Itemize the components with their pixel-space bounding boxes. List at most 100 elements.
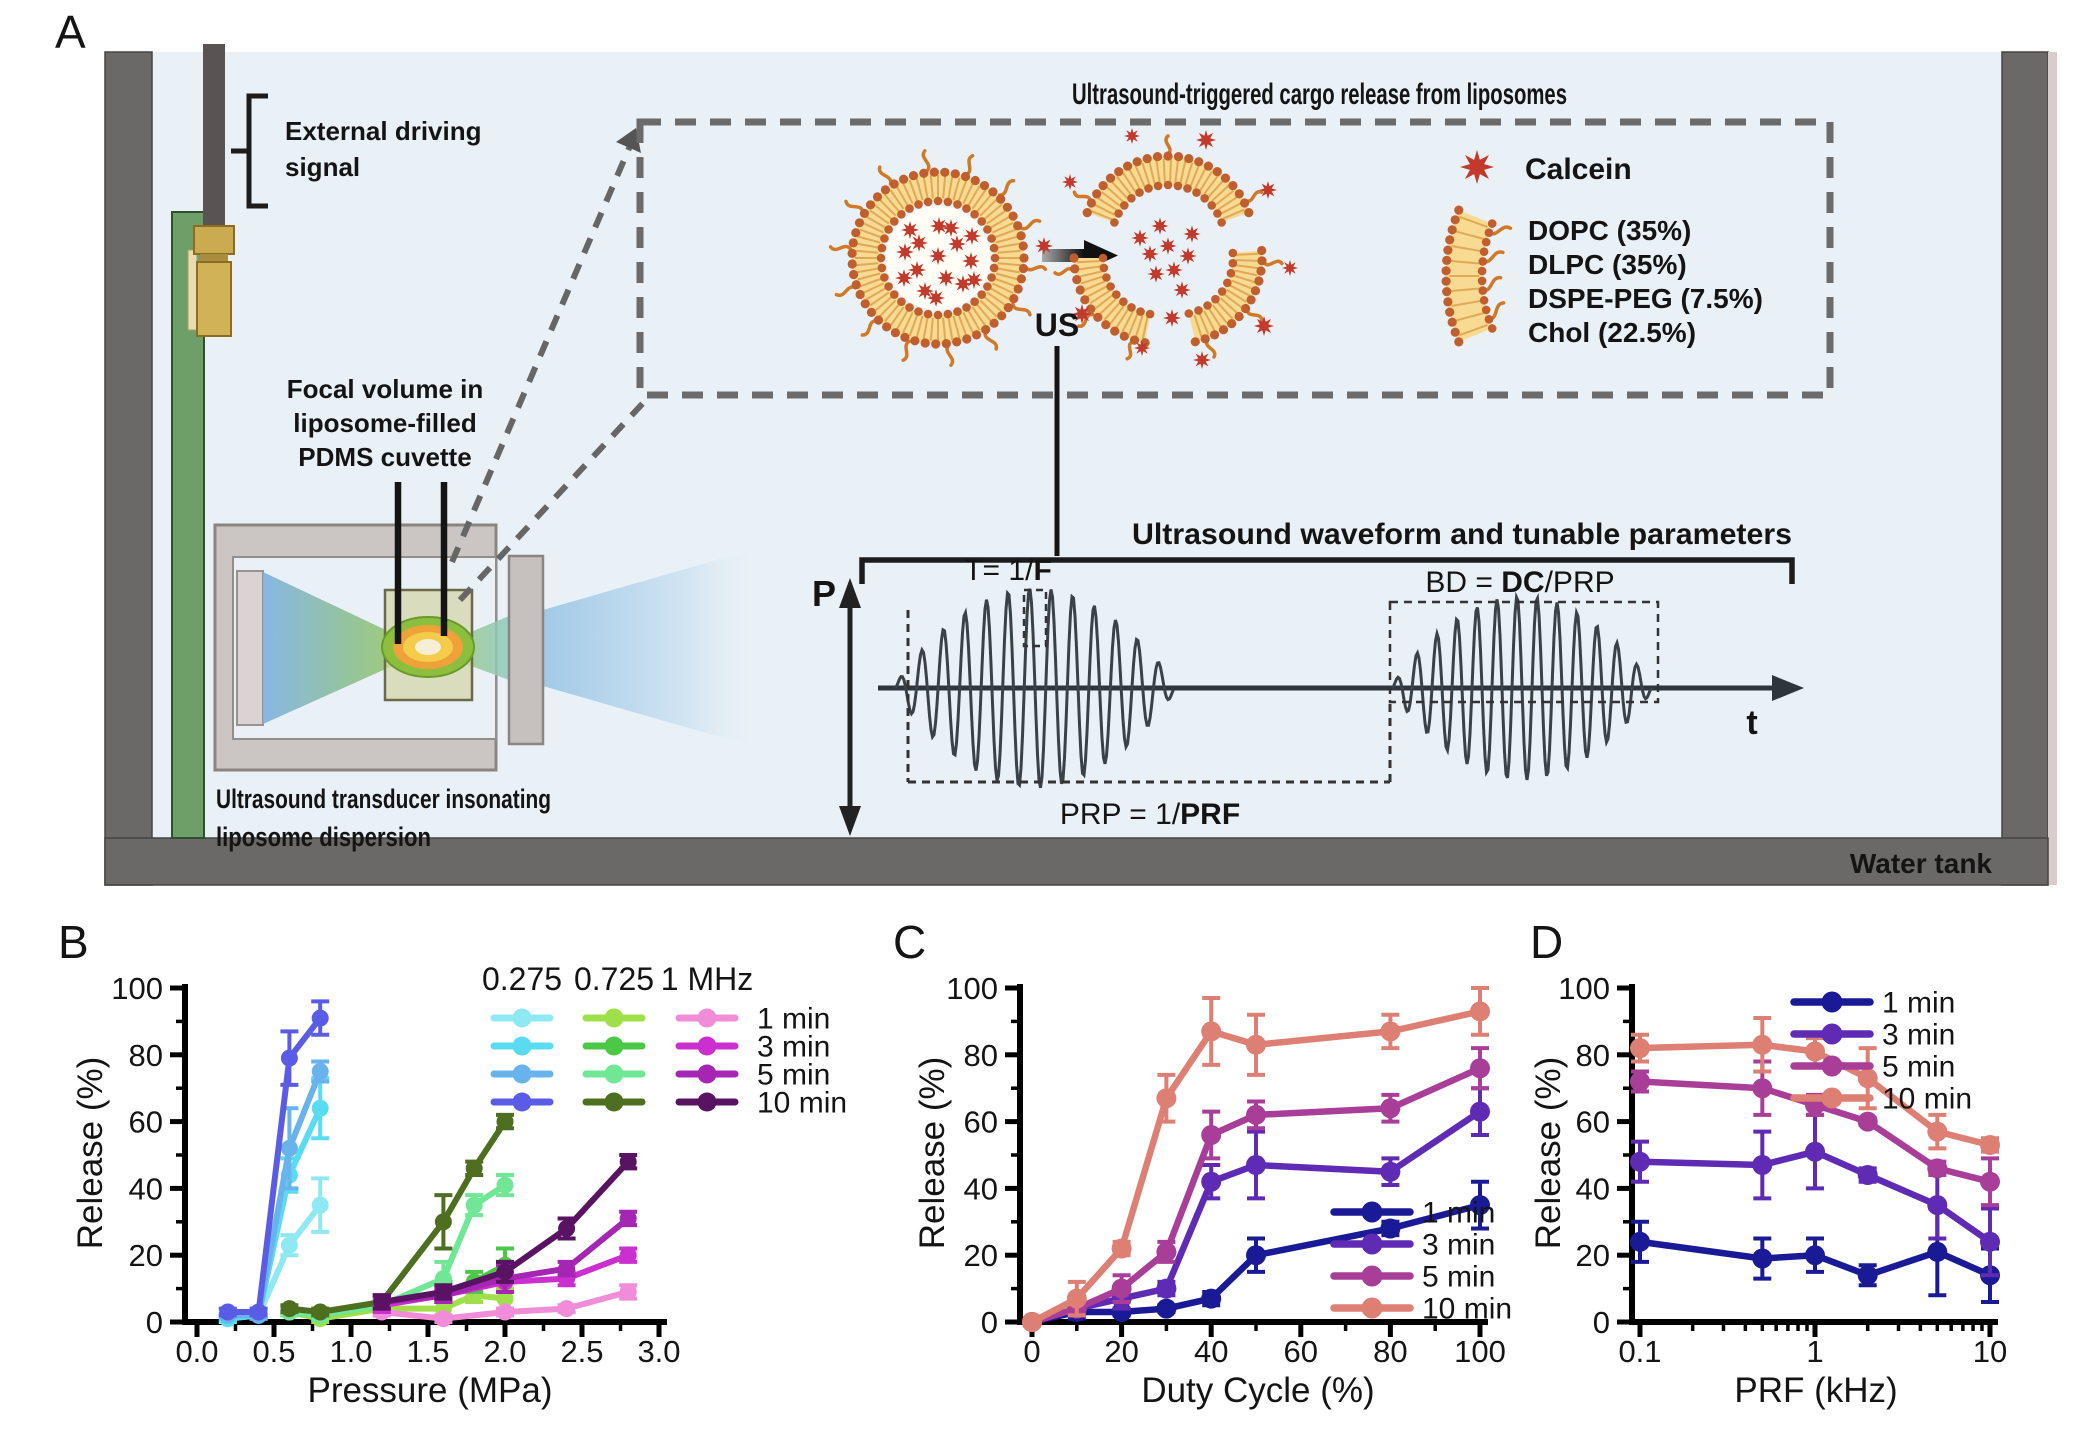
x-tick-label: 3.0 xyxy=(637,1334,680,1369)
panel-b-label: B xyxy=(58,916,89,968)
calcein-star xyxy=(929,247,947,265)
charts: B0.0 0.5 1.0 1.5 2.0 2.5 3.0020406080100Pressu… xyxy=(58,916,2007,1410)
y-tick-label: 20 xyxy=(1576,1238,1610,1273)
panel-d-label: D xyxy=(1530,916,1563,968)
time-axis-arrow xyxy=(1772,675,1804,701)
focal-volume-label-line2: liposome-filled xyxy=(293,408,476,438)
intact-liposome-illustration xyxy=(828,149,1048,367)
series-b-0-275-mhz-10-min xyxy=(218,999,330,1321)
water-tank-label: Water tank xyxy=(1850,848,1993,879)
x-tick-label: 100 xyxy=(1454,1334,1506,1369)
calcein-star xyxy=(1131,229,1149,247)
tank-right-wall xyxy=(2001,51,2049,886)
calcein-star xyxy=(1193,351,1211,369)
series-d-5-min xyxy=(1630,1059,2000,1208)
calcein-star xyxy=(1147,265,1165,283)
y-axis-title: Release (%) xyxy=(71,1057,110,1250)
ultrasound-burst-2 xyxy=(1390,591,1653,781)
lipid-membrane-patch-icon xyxy=(1441,205,1513,347)
prp-label: PRP = 1/PRF xyxy=(1060,798,1240,831)
x-tick-label: 2.0 xyxy=(483,1334,526,1369)
focal-volume-label-line1: Focal volume in xyxy=(287,374,484,404)
y-tick-label: 80 xyxy=(1576,1038,1610,1073)
calcein-star xyxy=(1173,281,1191,299)
lipid-component-2: DLPC (35%) xyxy=(1528,249,1687,280)
membrane-fragment xyxy=(1053,253,1155,361)
magnifier-line-upper xyxy=(449,144,633,564)
y-axis-title: Release (%) xyxy=(1529,1057,1568,1250)
period-marker-box xyxy=(1022,588,1048,648)
membrane-fragment xyxy=(1072,134,1264,227)
inset-title: Ultrasound-triggered cargo release from … xyxy=(1072,78,1567,111)
y-tick-label: 100 xyxy=(111,971,163,1006)
calcein-star xyxy=(896,243,914,261)
x-axis-title: Pressure (MPa) xyxy=(307,1371,552,1410)
transducer-element xyxy=(236,570,264,726)
legend-row-label: 10 min xyxy=(1422,1293,1512,1326)
pressure-axis-label: P xyxy=(812,573,836,614)
calcein-star xyxy=(1141,245,1159,263)
y-tick-label: 0 xyxy=(146,1305,163,1340)
y-tick-label: 60 xyxy=(1576,1105,1610,1140)
legend-row-label: 10 min xyxy=(1882,1083,1972,1116)
y-tick-label: 0 xyxy=(981,1305,998,1340)
panel-b-chart: B 0.0 0.5 1.0 1.5 2.0 2.5 3.0 0 20 40 60 80 100 Pressu… xyxy=(58,916,847,1410)
panel-c-label: C xyxy=(893,916,926,968)
external-signal-label-line1: External driving xyxy=(285,116,482,146)
legend-row-label: 5 min xyxy=(1882,1051,1955,1084)
legend-frequency-header: 0.725 xyxy=(574,961,654,997)
y-tick-label: 40 xyxy=(129,1171,163,1206)
calcein-star xyxy=(930,217,948,235)
transducer-caption-line2: liposome dispersion xyxy=(216,822,431,852)
burst-duration-box xyxy=(1388,600,1660,704)
legend-row-label: 3 min xyxy=(757,1031,830,1064)
axes: 0 20 40 60 80 100 0 20 40 60 80 100 xyxy=(946,971,1506,1369)
y-tick-label: 40 xyxy=(1576,1171,1610,1206)
legend-frequency-header: 0.275 xyxy=(482,961,562,997)
us-label: US xyxy=(1035,307,1079,343)
calcein-star xyxy=(927,289,945,307)
external-signal-label-line2: signal xyxy=(285,152,360,182)
signal-cable xyxy=(203,44,225,228)
calcein-star xyxy=(962,252,980,270)
calcein-star xyxy=(1124,128,1140,144)
calcein-star xyxy=(1460,150,1494,184)
calcein-star xyxy=(937,269,955,287)
x-tick-label: 0.1 xyxy=(1618,1334,1661,1369)
calcein-star xyxy=(963,227,981,245)
calcein-star xyxy=(942,219,960,237)
connector-body xyxy=(196,261,232,337)
connector-nut xyxy=(193,225,235,255)
x-tick-label: 0 xyxy=(1023,1334,1040,1369)
calcein-star xyxy=(1035,237,1053,255)
calcein-star xyxy=(895,269,913,287)
calcein-star xyxy=(1179,247,1197,265)
waveform-bracket xyxy=(859,557,1795,584)
x-tick-label: 1 xyxy=(1806,1334,1823,1369)
calcein-star xyxy=(1165,261,1183,279)
legend-row-label: 5 min xyxy=(1422,1261,1495,1294)
tank-right-wall-edge xyxy=(2048,52,2057,885)
calcein-star xyxy=(901,221,919,239)
transducer-caption-line1: Ultrasound transducer insonating xyxy=(216,784,551,814)
magnifier-arrowhead xyxy=(616,128,641,153)
panel-c-chart: C 0 20 40 60 80 100 0 20 40 60 80 100 Duty Cycle (%) R… xyxy=(893,916,1512,1410)
y-tick-label: 60 xyxy=(964,1105,998,1140)
y-axis-title: Release (%) xyxy=(913,1057,952,1250)
series-b-1-mhz-10-min xyxy=(372,1153,638,1311)
series-b-1-mhz-1-min xyxy=(372,1283,638,1328)
lipid-component-4: Chol (22.5%) xyxy=(1528,317,1696,348)
panel-a-label: A xyxy=(55,6,86,58)
legend-frequency-header: 1 MHz xyxy=(661,961,753,997)
y-tick-label: 60 xyxy=(129,1105,163,1140)
ultrasound-beam-exit xyxy=(543,548,758,748)
series-d-1-min xyxy=(1630,1206,2000,1304)
y-tick-label: 20 xyxy=(964,1238,998,1273)
calcein-star xyxy=(916,282,934,300)
legend-row-label: 3 min xyxy=(1422,1229,1495,1262)
calcein-star xyxy=(910,234,928,252)
